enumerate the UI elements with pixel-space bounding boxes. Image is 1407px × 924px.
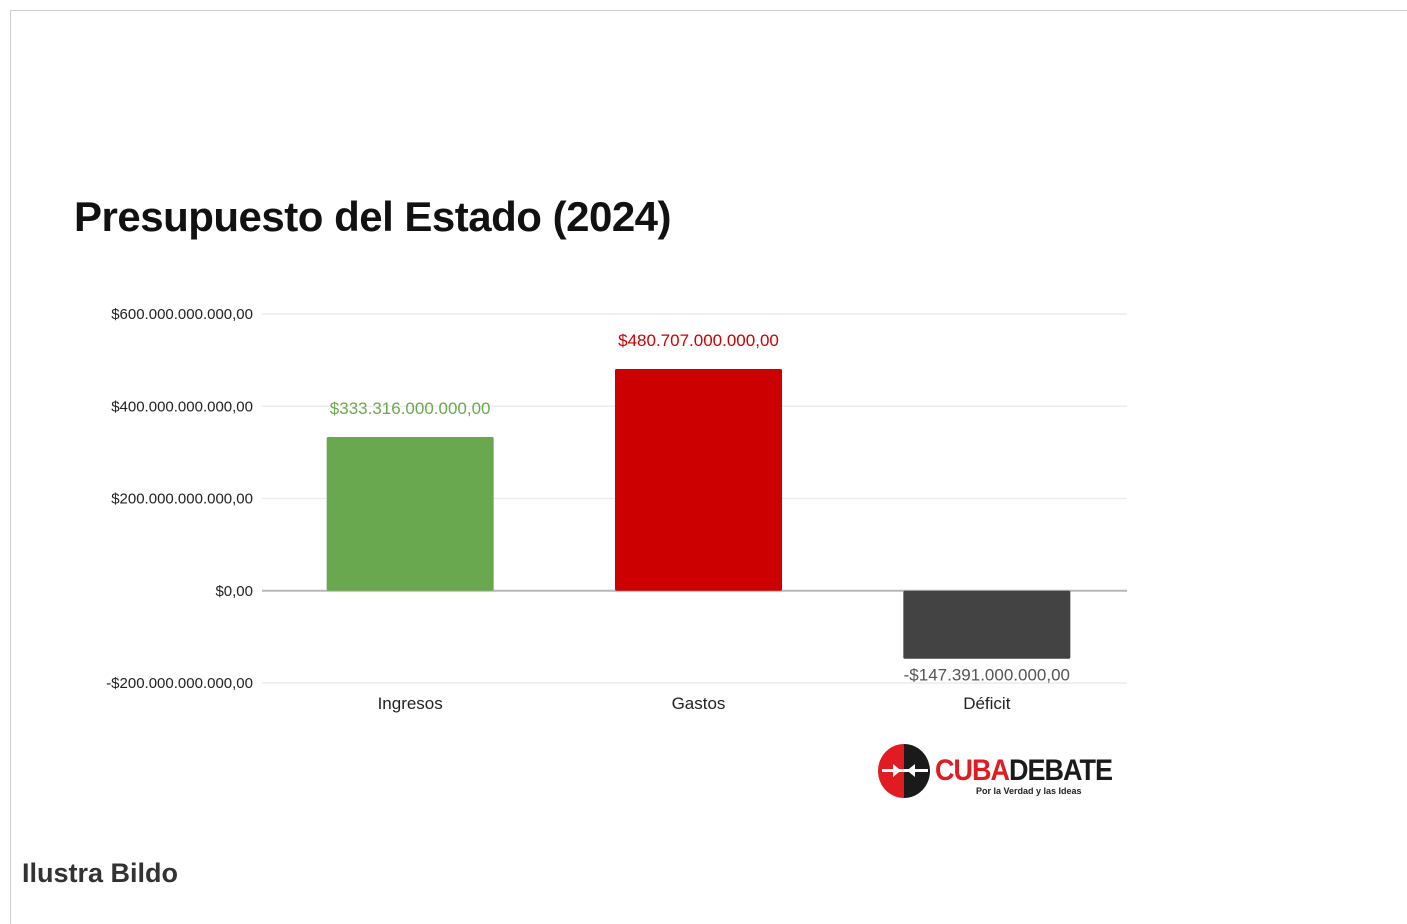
x-tick-label: Gastos bbox=[672, 694, 726, 713]
logo-word-debate: DEBATE bbox=[1009, 754, 1113, 787]
bar-déficit bbox=[903, 590, 1071, 659]
logo-tagline: Por la Verdad y las Ideas bbox=[976, 786, 1082, 796]
bar-ingresos bbox=[326, 437, 494, 591]
image-frame bbox=[10, 10, 1407, 924]
y-tick-label: $0,00 bbox=[215, 583, 253, 600]
data-label: -$147.391.000.000,00 bbox=[904, 666, 1070, 685]
y-tick-label: $400.000.000.000,00 bbox=[111, 398, 253, 415]
data-label: $333.316.000.000,00 bbox=[330, 399, 491, 418]
x-tick-label: Ingresos bbox=[378, 694, 443, 713]
bar-gastos bbox=[615, 369, 782, 591]
y-tick-label: -$200.000.000.000,00 bbox=[106, 675, 253, 692]
logo-wordmark: CUBADEBATE bbox=[935, 754, 1113, 787]
chart-title: Presupuesto del Estado (2024) bbox=[74, 193, 672, 240]
y-tick-label: $600.000.000.000,00 bbox=[111, 306, 253, 323]
image-caption: Ilustra Bildo bbox=[22, 858, 179, 888]
logo-word-cuba: CUBA bbox=[935, 754, 1010, 787]
x-tick-label: Déficit bbox=[963, 694, 1011, 713]
cubadebate-logo: CUBADEBATE Por la Verdad y las Ideas bbox=[877, 742, 1113, 802]
y-tick-label: $200.000.000.000,00 bbox=[111, 491, 253, 508]
data-label: $480.707.000.000,00 bbox=[618, 331, 779, 350]
cubadebate-logo-icon bbox=[878, 744, 930, 798]
bar-chart: -$200.000.000.000,00 $0,00 $200.000.000.00… bbox=[106, 306, 1127, 713]
